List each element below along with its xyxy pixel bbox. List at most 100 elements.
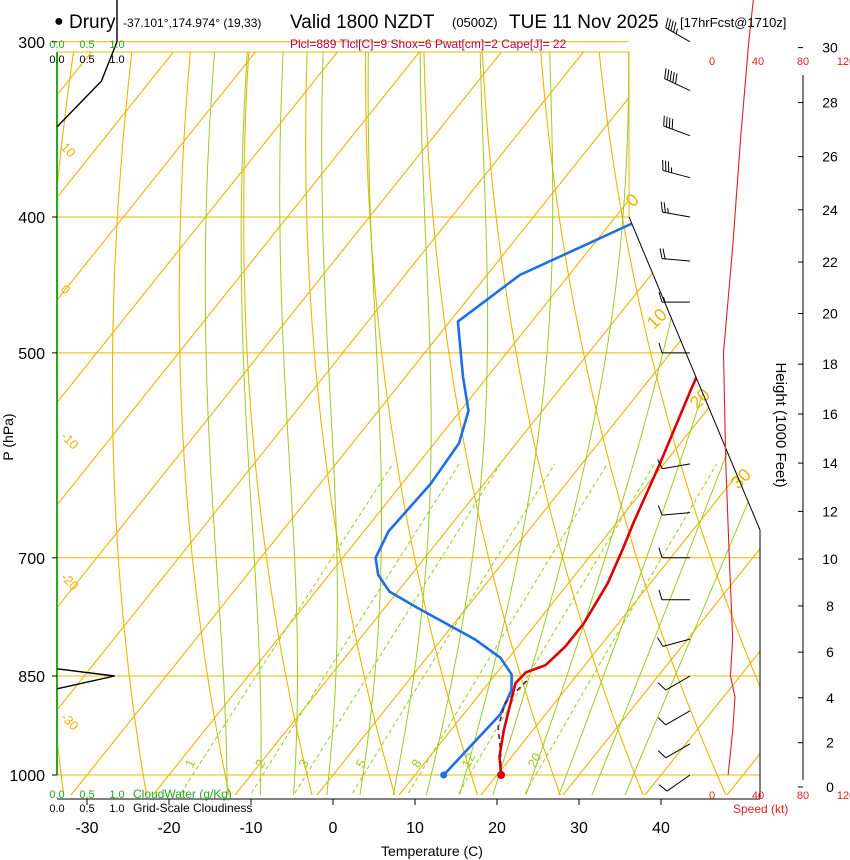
wind-barb-half-feather (675, 28, 678, 34)
isotherm-line (57, 52, 584, 795)
pressure-tick-label: 500 (18, 346, 45, 363)
temperature-profile (498, 52, 760, 776)
isotherm-line (67, 52, 666, 795)
isotherm-line (395, 52, 760, 795)
cloudwater-tick-label: 0.5 (79, 789, 94, 801)
wind-barb-feather (658, 291, 663, 303)
height-tick-label: 6 (826, 644, 834, 660)
isotherm-label: 0 (58, 282, 74, 298)
y-axis-title: P (hPa) (0, 413, 16, 460)
wind-barb-feather (657, 459, 663, 469)
wind-speed-top-tick-label: 120 (837, 56, 850, 68)
cloudwater-top-tick-label: 0.5 (79, 39, 94, 51)
cloudiness-label: Grid-Scale Cloudiness (133, 801, 252, 815)
wind-barb-feather (666, 69, 670, 81)
wind-speed-profile (722, 0, 754, 776)
dry-adiabat (364, 52, 482, 795)
height-tick-label: 12 (822, 503, 838, 519)
moist-adiabat (390, 52, 432, 795)
moist-adiabat (240, 52, 262, 795)
moist-adiabat (357, 52, 382, 795)
wind-barb-feather (662, 248, 666, 259)
cloudwater-tick-label: 1.0 (109, 789, 124, 801)
height-tick-label: 14 (822, 455, 838, 471)
wind-barb-staff (662, 211, 691, 218)
wind-barb-staff (662, 169, 691, 179)
wind-barb-staff (662, 638, 691, 647)
moist-adiabat (204, 52, 228, 795)
wind-barb-feather (658, 342, 663, 354)
height-tick-label: 28 (822, 95, 838, 111)
isotherm-label: 20 (686, 385, 714, 413)
wind-barb-staff (665, 27, 691, 43)
isotherm-line (57, 52, 338, 795)
mixing-ratio-line (294, 463, 501, 794)
wind-barb-feather (666, 116, 668, 128)
mixing-ratio-line (352, 463, 556, 794)
height-tick-label: 22 (822, 254, 838, 270)
x-tick-label: -30 (75, 820, 98, 837)
wind-barb-half-feather (667, 207, 669, 214)
wind-barb (658, 291, 690, 303)
isotherm-label: -10 (58, 429, 82, 453)
wind-barb (658, 342, 690, 354)
dry-adiabat (243, 52, 316, 795)
wind-barb (660, 201, 691, 218)
wind-barb-staff (665, 743, 691, 759)
dry-adiabat (642, 52, 760, 795)
mixing-ratio-label: 20 (524, 750, 544, 770)
wind-barb-feather (672, 72, 675, 83)
pressure-tick-label: 850 (18, 669, 45, 686)
cloudiness-top-tick-label: 1.0 (109, 54, 124, 66)
cloudiness-tick-label: 1.0 (109, 803, 124, 815)
mixing-ratio-line (524, 463, 718, 794)
cloudiness-tick-label: 0.0 (49, 803, 64, 815)
wind-barb (663, 115, 691, 137)
dry-adiabat (111, 52, 153, 795)
height-tick-label: 24 (822, 202, 838, 218)
cloudwater-top-tick-label: 1.0 (109, 39, 124, 51)
wind-barb-feather (660, 201, 663, 213)
height-tick-label: 2 (826, 735, 834, 751)
pressure-tick-label: 700 (18, 551, 45, 568)
isotherm-label: 0 (622, 190, 643, 211)
pressure-tick-label: 400 (18, 210, 45, 227)
isotherm-line (559, 52, 760, 795)
moist-adiabat (456, 52, 554, 795)
isotherm-line (149, 52, 748, 795)
cloudwater-tick-label: 0.0 (49, 789, 64, 801)
wind-speed-top-tick-label: 80 (797, 56, 809, 68)
sounding-params: Plcl=889 Tlcl[C]=9 Shox=6 Pwat[cm]=2 Cap… (290, 37, 567, 51)
dry-adiabat (807, 0, 850, 805)
wind-speed-top-tick-label: 40 (752, 56, 764, 68)
mixing-ratio-label: 12 (458, 750, 478, 770)
wind-barb (658, 547, 690, 559)
wind-speed-top-tick-label: 0 (709, 56, 715, 68)
cloudiness-tick-label: 0.5 (79, 803, 94, 815)
wind-barb-feather (657, 637, 664, 647)
x-tick-label: 40 (652, 820, 670, 837)
height-tick-label: 0 (826, 779, 834, 795)
wind-speed-bottom-tick-label: 40 (752, 790, 764, 802)
wind-barb-feather (670, 20, 674, 31)
mixing-ratio-line (407, 463, 608, 794)
wind-barb (657, 743, 691, 759)
height-tick-label: 4 (826, 690, 834, 706)
dry-adiabat (305, 52, 399, 795)
cloudiness-top-tick-label: 0.5 (79, 54, 94, 66)
cloudwater-top-tick-label: 0.0 (49, 39, 64, 51)
wind-barb-staff (664, 78, 691, 91)
wind-barb-feather (658, 547, 663, 558)
wind-barb (657, 459, 691, 470)
mixing-ratio-line (250, 463, 460, 794)
forecast-info: [17hrFcst@1710z] (680, 15, 786, 30)
wind-barb-staff (662, 463, 691, 470)
site-name: Drury (69, 12, 116, 33)
mixing-ratio-label: 2 (252, 757, 269, 770)
height-tick-label: 18 (822, 356, 838, 372)
wind-barb (657, 675, 691, 691)
dewpoint-marker (440, 771, 448, 779)
wind-barb-feather (657, 682, 667, 691)
utc-time: (0500Z) (452, 15, 498, 30)
